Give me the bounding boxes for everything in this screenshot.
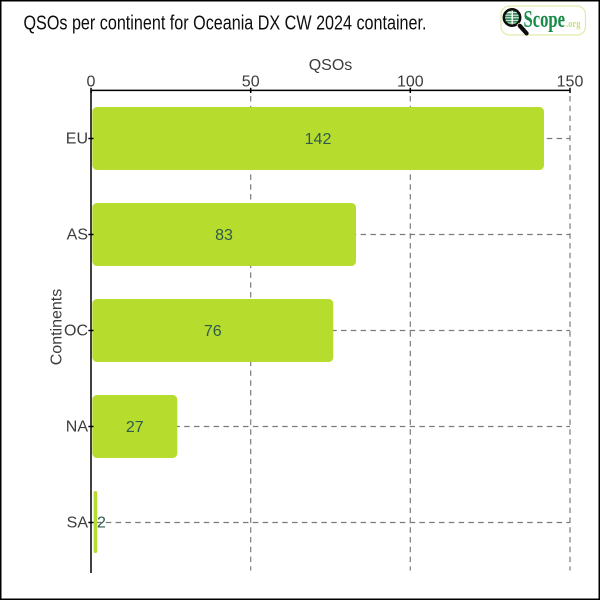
- svg-text:QSOs: QSOs: [309, 57, 353, 74]
- svg-text:QSOs per continent for Oceania: QSOs per continent for Oceania DX CW 202…: [24, 12, 427, 35]
- svg-text:0: 0: [87, 74, 96, 91]
- svg-text:83: 83: [215, 227, 233, 244]
- svg-text:Scope: Scope: [524, 6, 566, 33]
- svg-text:27: 27: [126, 419, 144, 436]
- svg-text:50: 50: [242, 74, 260, 91]
- svg-text:100: 100: [397, 74, 424, 91]
- svg-text:NA: NA: [66, 419, 89, 436]
- svg-text:SA: SA: [67, 515, 89, 532]
- svg-text:2: 2: [97, 515, 106, 532]
- svg-text:AS: AS: [67, 227, 88, 244]
- svg-text:150: 150: [557, 74, 584, 91]
- svg-text:EU: EU: [66, 131, 88, 148]
- svg-text:142: 142: [305, 131, 332, 148]
- svg-text:76: 76: [204, 323, 222, 340]
- svg-text:Continents: Continents: [49, 289, 66, 366]
- svg-text:OC: OC: [64, 323, 88, 340]
- svg-text:.org: .org: [566, 19, 581, 30]
